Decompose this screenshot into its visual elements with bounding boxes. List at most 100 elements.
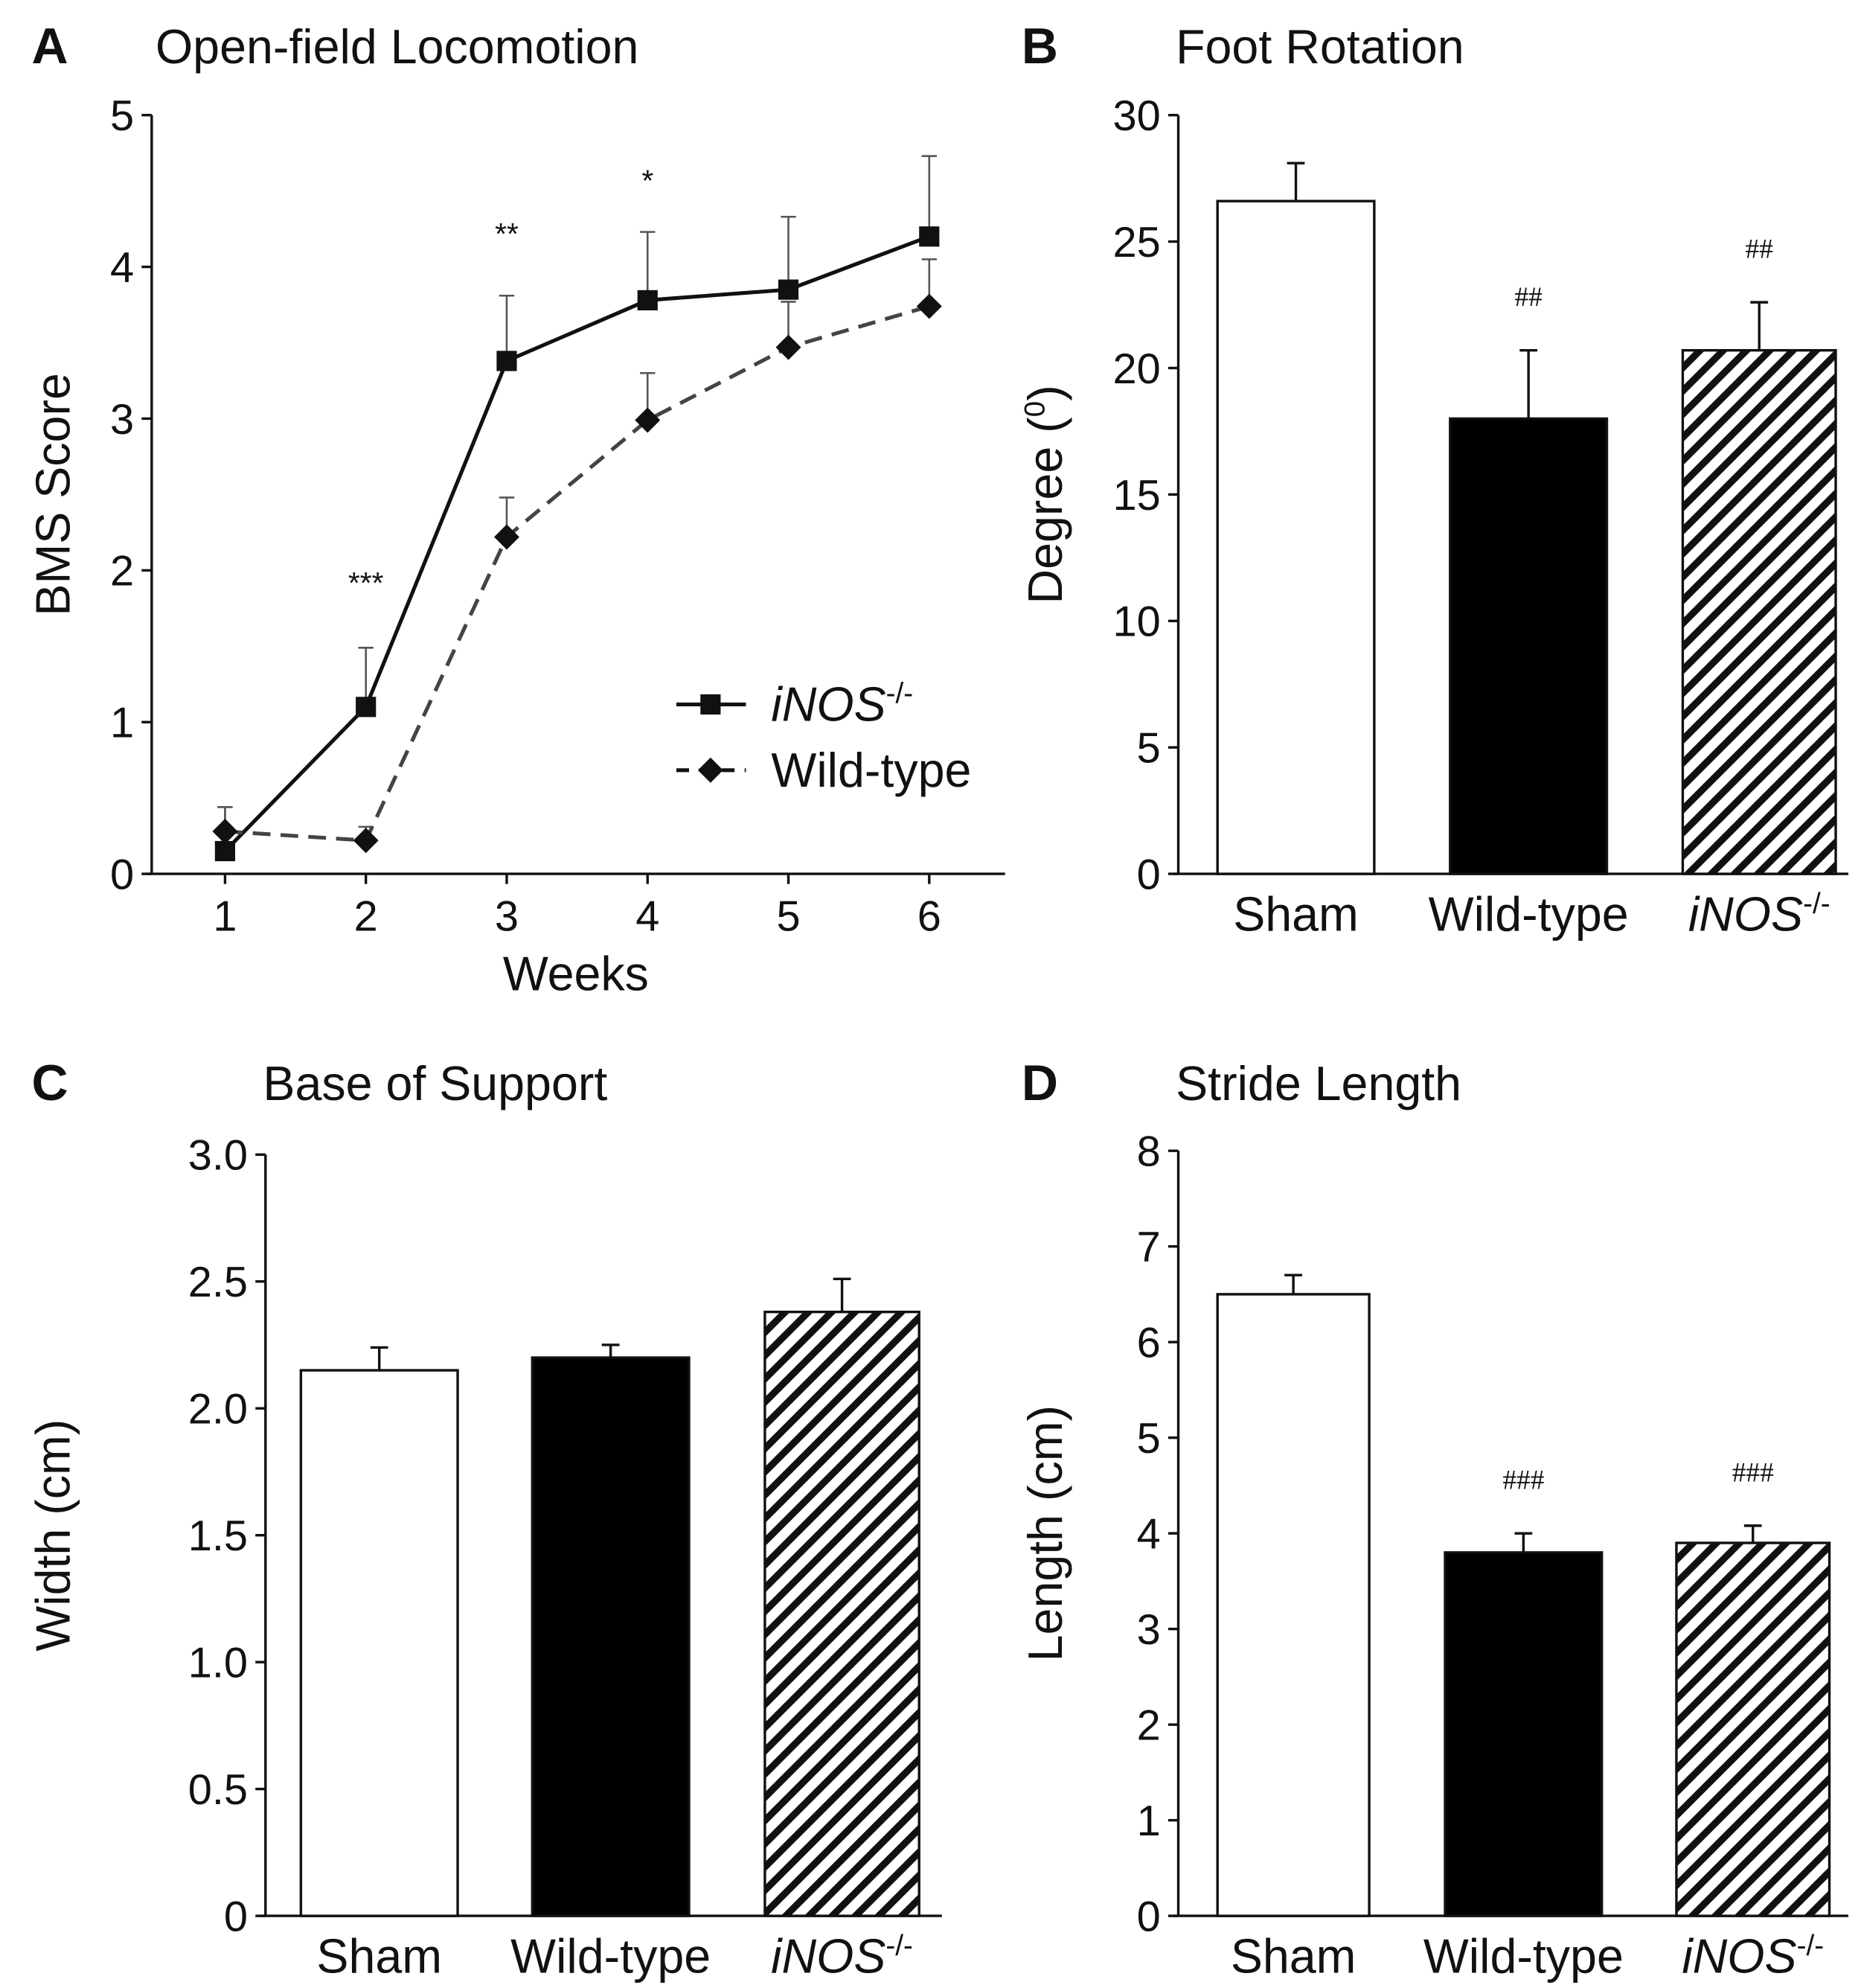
legend-main: Wild-type — [771, 744, 971, 797]
x-tick-label: iNOS-/- — [771, 1930, 913, 1984]
y-tick-label: 0 — [1137, 851, 1161, 898]
bar-sham — [299, 1369, 459, 1917]
bar-inos — [763, 1310, 920, 1917]
y-label-end: ) — [1019, 385, 1072, 400]
category-sup: -/- — [1803, 888, 1830, 920]
chart-title: Foot Rotation — [1176, 20, 1464, 74]
y-tick-label: 5 — [1137, 1415, 1161, 1463]
x-tick-label: 2 — [354, 893, 378, 941]
legend-marker-diamond — [697, 757, 723, 783]
y-axis-label: Width (cm) — [26, 1419, 80, 1652]
y-tick-label: 2.5 — [188, 1259, 248, 1306]
y-tick-label: 2 — [110, 548, 134, 595]
panel-label: D — [1022, 1055, 1058, 1111]
bar-wild-type — [1449, 417, 1609, 875]
x-tick-label: Wild-type — [510, 1930, 711, 1984]
legend-marker-square — [700, 694, 721, 715]
chart-title: Open-field Locomotion — [156, 20, 638, 74]
significance-marker: ** — [495, 217, 519, 251]
y-tick-label: 1 — [1137, 1797, 1161, 1845]
y-tick-label: 1.5 — [188, 1512, 248, 1560]
data-point-square — [496, 351, 517, 371]
x-axis-label: Weeks — [503, 947, 649, 1000]
y-tick-label: 0 — [224, 1893, 248, 1940]
y-tick-label: 15 — [1112, 472, 1160, 520]
x-tick-label: iNOS-/- — [1688, 888, 1830, 942]
legend-label: Wild-type — [771, 744, 971, 797]
y-tick-label: 4 — [110, 244, 134, 292]
x-tick-label: 3 — [495, 893, 519, 941]
y-tick-label: 5 — [1137, 725, 1161, 773]
category-main: Sham — [1231, 1930, 1356, 1984]
y-tick-label: 20 — [1112, 345, 1160, 393]
y-label-sup: 0 — [1019, 401, 1051, 418]
y-tick-label: 3.0 — [188, 1132, 248, 1180]
y-tick-label: 7 — [1137, 1224, 1161, 1271]
y-tick-label: 10 — [1112, 598, 1160, 646]
x-tick-label: 4 — [635, 893, 659, 941]
y-tick-label: 25 — [1112, 219, 1160, 266]
category-main: Sham — [316, 1930, 442, 1984]
y-tick-label: 5 — [110, 92, 134, 140]
category-main: iNOS — [1688, 888, 1803, 942]
bar-inos — [1681, 348, 1837, 875]
legend-label: iNOS-/- — [771, 678, 913, 732]
bar-inos — [1675, 1541, 1831, 1917]
y-axis-label: BMS Score — [26, 373, 80, 616]
panel-label: B — [1022, 18, 1058, 74]
bar-sham — [1216, 1293, 1371, 1917]
bar-wild-type — [1444, 1551, 1604, 1917]
y-tick-label: 2.0 — [188, 1386, 248, 1434]
y-tick-label: 1.0 — [188, 1640, 248, 1687]
data-point-square — [778, 279, 799, 300]
y-tick-label: 3 — [1137, 1606, 1161, 1654]
y-tick-label: 4 — [1137, 1511, 1161, 1559]
chart-title: Stride Length — [1176, 1057, 1461, 1110]
data-point-diamond — [775, 334, 801, 360]
x-tick-label: Wild-type — [1423, 1930, 1624, 1984]
legend-sup: -/- — [886, 678, 914, 710]
panel-label: C — [31, 1055, 68, 1111]
category-main: Sham — [1233, 888, 1359, 942]
significance-marker: ## — [1514, 282, 1542, 313]
y-tick-label: 0.5 — [188, 1766, 248, 1814]
x-tick-label: Sham — [1231, 1930, 1356, 1984]
y-tick-label: 6 — [1137, 1320, 1161, 1367]
y-tick-label: 2 — [1137, 1702, 1161, 1750]
data-point-square — [637, 290, 658, 310]
x-tick-label: Sham — [1233, 888, 1359, 942]
significance-marker: ## — [1746, 234, 1773, 265]
y-label-main: Degree ( — [1019, 417, 1072, 604]
data-point-square — [356, 697, 377, 717]
series-line-1 — [225, 304, 930, 843]
panel-label: A — [31, 18, 68, 74]
x-tick-label: iNOS-/- — [1682, 1930, 1824, 1984]
y-axis-label: Length (cm) — [1019, 1405, 1072, 1661]
legend-main: iNOS — [771, 678, 885, 732]
x-tick-label: Sham — [316, 1930, 442, 1984]
y-tick-label: 0 — [110, 851, 134, 898]
significance-marker: ### — [1732, 1457, 1774, 1488]
y-tick-label: 0 — [1137, 1893, 1161, 1940]
y-tick-label: 8 — [1137, 1128, 1161, 1176]
data-point-square — [214, 840, 236, 862]
category-main: iNOS — [771, 1930, 885, 1984]
y-tick-label: 1 — [110, 700, 134, 747]
x-tick-label: 6 — [917, 893, 941, 941]
x-tick-label: 1 — [213, 893, 237, 941]
category-main: iNOS — [1682, 1930, 1796, 1984]
data-point-diamond — [916, 293, 942, 319]
series-line-0 — [223, 234, 930, 853]
bar-sham — [1216, 199, 1376, 875]
category-sup: -/- — [885, 1930, 913, 1962]
chart-title: Base of Support — [263, 1057, 607, 1110]
y-tick-label: 3 — [110, 396, 134, 444]
bar-wild-type — [531, 1356, 691, 1917]
x-tick-label: Wild-type — [1429, 888, 1629, 942]
y-axis-label: Degree (0) — [1019, 385, 1072, 604]
data-point-square — [919, 226, 940, 247]
category-sup: -/- — [1797, 1930, 1825, 1962]
category-main: Wild-type — [1429, 888, 1629, 942]
category-main: Wild-type — [510, 1930, 711, 1984]
